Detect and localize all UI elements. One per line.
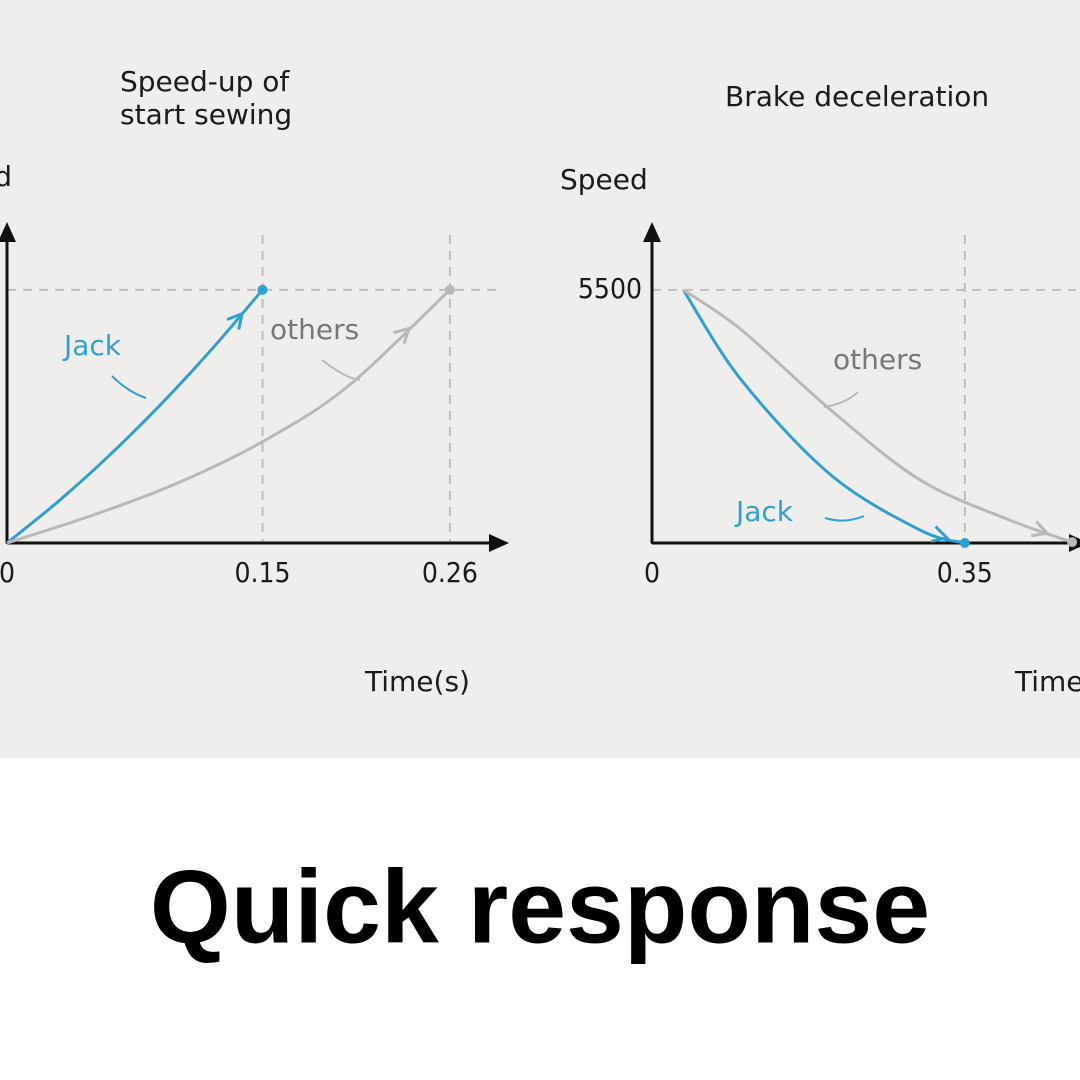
chart-title: start sewing xyxy=(120,98,292,131)
x-axis-label: Time(s) xyxy=(364,665,470,698)
label-leader xyxy=(824,515,865,522)
end-point xyxy=(257,284,268,295)
series-label: others xyxy=(270,313,359,346)
label-leader xyxy=(823,391,859,408)
x-axis-arrow xyxy=(489,534,509,552)
x-tick-label: 0.15 xyxy=(234,556,290,589)
chart-title: Speed-up of xyxy=(120,65,290,98)
direction-arrow xyxy=(1031,520,1050,538)
series-label: others xyxy=(833,343,922,376)
end-point xyxy=(959,538,970,548)
label-leader xyxy=(321,359,361,381)
chart-background xyxy=(0,0,1080,758)
series-line xyxy=(6,288,451,545)
x-tick-label: 0 xyxy=(644,556,660,589)
direction-arrow xyxy=(930,525,950,543)
series-label: Jack xyxy=(734,495,794,528)
end-point xyxy=(444,284,455,295)
y-axis-label: Speed xyxy=(560,163,648,196)
y-axis-arrow xyxy=(0,222,16,242)
y-axis-label: Speed xyxy=(0,160,12,193)
series-label: Jack xyxy=(62,329,122,362)
series-line xyxy=(682,288,1073,544)
x-tick-label: 0.35 xyxy=(937,556,993,589)
footer-heading: Quick response xyxy=(150,849,930,965)
direction-arrow xyxy=(393,326,412,345)
series-line xyxy=(6,288,264,545)
direction-arrow xyxy=(226,311,245,330)
x-tick-label: 0.26 xyxy=(422,556,478,589)
x-tick-label: 0 xyxy=(0,556,15,589)
x-axis-label: Time(s) xyxy=(1014,665,1080,698)
y-tick-label: 5500 xyxy=(578,272,642,305)
series-line xyxy=(682,289,966,545)
chart-title: Brake deceleration xyxy=(725,80,989,113)
end-point xyxy=(1067,537,1078,548)
y-axis-arrow xyxy=(643,222,661,242)
label-leader xyxy=(111,375,147,399)
